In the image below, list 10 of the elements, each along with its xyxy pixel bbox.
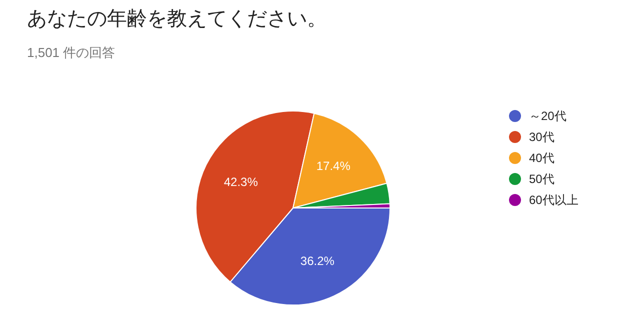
- text: 1,501 件の回答: [27, 45, 116, 60]
- legend-label: ～20代: [529, 109, 566, 123]
- data-label: 36.2%: [300, 254, 335, 268]
- data-label: 17.4%: [316, 159, 351, 174]
- legend-label: 30代: [529, 130, 554, 144]
- data-label: 42.3%: [224, 175, 258, 190]
- chart-title: あなたの年齢を教えてください。: [27, 8, 327, 30]
- legend-label: 60代以上: [529, 193, 578, 207]
- legend-label: 50代: [529, 172, 554, 186]
- legend-label: 40代: [529, 151, 554, 165]
